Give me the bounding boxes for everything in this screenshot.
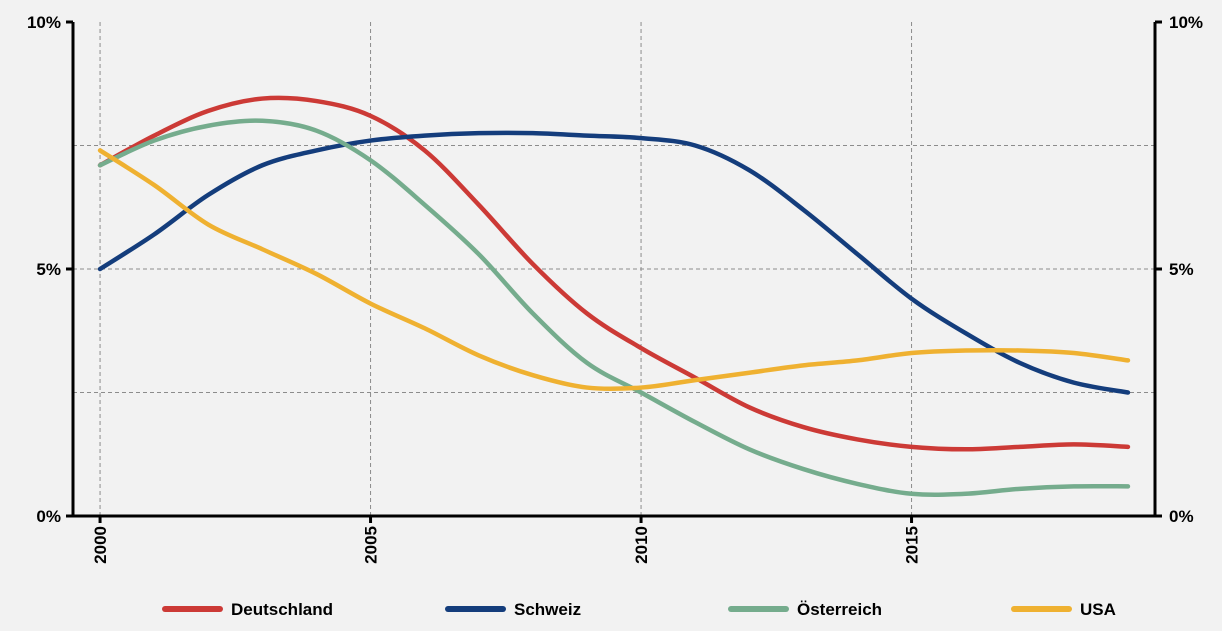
- legend-label: Deutschland: [231, 600, 333, 619]
- series-line-oesterreich: [97, 118, 1131, 497]
- legend-label: Schweiz: [514, 600, 581, 619]
- legend-label: USA: [1080, 600, 1116, 619]
- x-tick-label: 2010: [632, 526, 651, 564]
- legend: Deutschland Schweiz Österreich USA: [162, 600, 1116, 619]
- gridlines: [73, 22, 1155, 516]
- y-tick-label-right: 0%: [1169, 507, 1194, 526]
- axes: [66, 20, 1162, 523]
- x-tick-label: 2015: [903, 526, 922, 564]
- x-tick-label: 2005: [362, 526, 381, 564]
- series-lines: [97, 95, 1131, 497]
- y-tick-label-left: 0%: [36, 507, 61, 526]
- tick-labels: 0% 5% 10% 0% 5% 10% 2000 2005 2010 2015: [27, 13, 1203, 564]
- y-tick-label-left: 5%: [36, 260, 61, 279]
- legend-label: Österreich: [797, 600, 882, 619]
- series-line-deutschland: [97, 95, 1131, 452]
- series-line-usa: [97, 148, 1131, 392]
- y-tick-label-right: 10%: [1169, 13, 1203, 32]
- series-line-schweiz: [97, 130, 1131, 395]
- y-tick-label-left: 10%: [27, 13, 61, 32]
- y-tick-label-right: 5%: [1169, 260, 1194, 279]
- x-tick-label: 2000: [91, 526, 110, 564]
